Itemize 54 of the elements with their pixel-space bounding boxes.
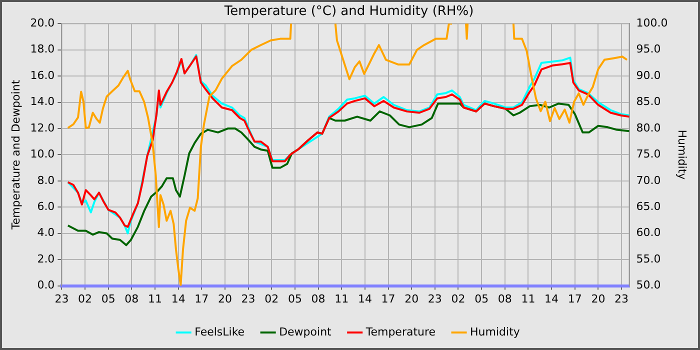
y2-tick-label: 65.0: [636, 200, 661, 213]
x-tick-label: 08: [311, 292, 326, 306]
y2-tick-label: 95.0: [636, 42, 661, 56]
x-tick-label: 05: [288, 292, 302, 306]
x-tick-label: 20: [218, 292, 232, 306]
legend-label: Temperature: [364, 325, 436, 338]
y-tick-label: 20.0: [30, 16, 55, 30]
legend-label: Dewpoint: [279, 325, 332, 338]
x-tick-label: 11: [521, 292, 536, 306]
y2-axis-title: Humidity: [676, 130, 689, 180]
y-tick-label: 8.0: [37, 174, 55, 187]
x-tick-label: 14: [171, 292, 186, 306]
y-tick-label: 2.0: [37, 252, 55, 266]
y2-tick-label: 60.0: [636, 226, 661, 240]
x-tick-label: 08: [498, 292, 512, 306]
x-tick-label: 20: [591, 292, 606, 306]
x-tick-label: 23: [614, 292, 629, 306]
y2-tick-label: 80.0: [636, 121, 661, 134]
x-tick-label: 14: [358, 292, 372, 306]
x-tick-label: 08: [124, 292, 139, 306]
y2-tick-label: 90.0: [636, 68, 661, 82]
x-tick-label: 23: [428, 292, 442, 306]
x-tick-label: 05: [474, 292, 489, 306]
y-axis-title: Temperature and Dewpoint: [9, 79, 22, 231]
x-tick-label: 23: [54, 292, 69, 306]
chart-title: Temperature (°C) and Humidity (RH%): [223, 4, 474, 20]
x-tick-label: 14: [544, 292, 559, 306]
y-tick-label: 18.0: [30, 42, 55, 56]
y-tick-label: 6.0: [37, 200, 55, 213]
x-tick-label: 02: [264, 292, 279, 306]
y-tick-label: 0.0: [37, 278, 55, 292]
x-tick-label: 11: [148, 292, 162, 306]
x-tick-label: 23: [241, 292, 256, 306]
y2-tick-label: 50.0: [636, 278, 661, 292]
x-tick-label: 17: [194, 292, 209, 306]
y2-tick-label: 85.0: [636, 95, 661, 108]
x-tick-label: 02: [451, 292, 466, 306]
legend-label: Humidity: [470, 325, 520, 338]
y-tick-label: 12.0: [30, 121, 55, 134]
x-tick-label: 11: [334, 292, 349, 306]
y2-tick-label: 55.0: [636, 252, 661, 266]
y-tick-label: 14.0: [30, 95, 55, 108]
x-tick-label: 17: [568, 292, 582, 306]
x-tick-label: 05: [101, 292, 116, 306]
y2-tick-label: 100.0: [636, 16, 668, 30]
x-tick-label: 20: [404, 292, 419, 306]
x-tick-label: 17: [381, 292, 396, 306]
x-tick-label: 02: [78, 292, 92, 306]
y-tick-label: 16.0: [30, 68, 55, 82]
y-tick-label: 10.0: [30, 148, 55, 161]
y-tick-label: 4.0: [37, 226, 55, 240]
y2-tick-label: 70.0: [636, 174, 661, 187]
legend-label: FeelsLike: [194, 325, 245, 338]
y2-tick-label: 75.0: [636, 148, 661, 161]
